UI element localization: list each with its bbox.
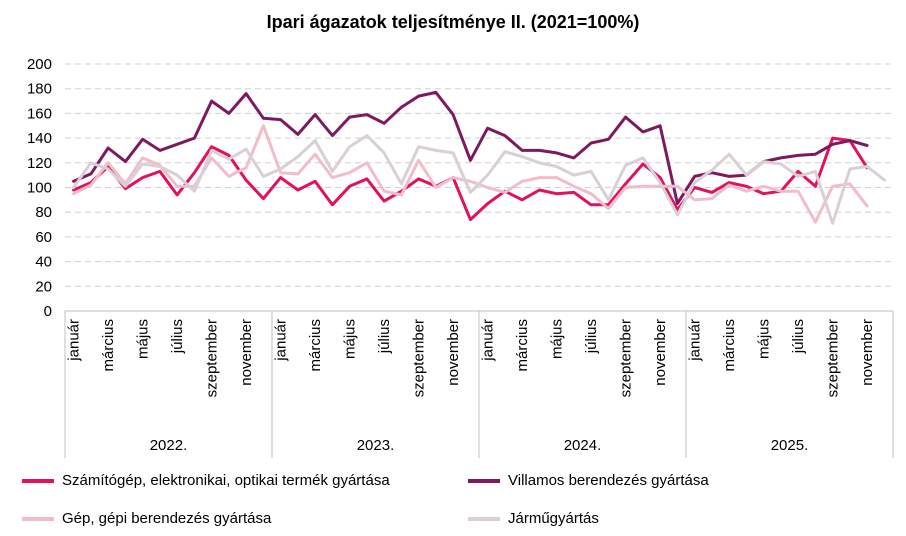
- series-line-1: [72, 90, 869, 206]
- y-tick-label: 160: [27, 105, 52, 122]
- x-tick-label: május: [549, 319, 566, 359]
- y-tick-label: 140: [27, 130, 52, 147]
- x-tick-label: január: [687, 319, 704, 362]
- x-tick-label: május: [135, 319, 152, 359]
- x-tick-label: szeptember: [825, 319, 842, 397]
- year-label: 2025.: [771, 437, 809, 454]
- legend-item-electronics: Számítógép, elektronikai, optikai termék…: [22, 472, 390, 489]
- legend-swatch-electrical: [468, 478, 500, 483]
- x-tick-label: március: [307, 319, 324, 372]
- chart-title: Ipari ágazatok teljesítménye II. (2021=1…: [266, 12, 640, 32]
- x-tick-label: szeptember: [411, 319, 428, 397]
- y-tick-label: 200: [27, 56, 52, 73]
- year-label: 2024.: [564, 437, 602, 454]
- x-tick-label: január: [480, 319, 497, 362]
- x-tick-label: július: [169, 319, 186, 354]
- legend-label-machinery: Gép, gépi berendezés gyártása: [62, 510, 272, 527]
- x-tick-label: március: [100, 319, 117, 372]
- x-tick-label: január: [66, 319, 83, 362]
- y-tick-label: 100: [27, 180, 52, 197]
- legend-swatch-machinery: [22, 516, 54, 521]
- legend-swatch-electronics: [22, 478, 54, 483]
- year-label: 2023.: [357, 437, 395, 454]
- y-tick-label: 120: [27, 155, 52, 172]
- x-tick-label: szeptember: [618, 319, 635, 397]
- x-tick-label: november: [859, 319, 876, 386]
- x-tick-label: január: [273, 319, 290, 362]
- x-tick-label: március: [514, 319, 531, 372]
- x-tick-label: szeptember: [204, 319, 221, 397]
- legend-item-vehicles: Járműgyártás: [468, 510, 599, 527]
- legend-label-electronics: Számítógép, elektronikai, optikai termék…: [62, 472, 390, 489]
- x-tick-label: július: [376, 319, 393, 354]
- legend-item-machinery: Gép, gépi berendezés gyártása: [22, 510, 271, 527]
- legend-label-vehicles: Járműgyártás: [508, 510, 599, 527]
- year-label: 2022.: [150, 437, 188, 454]
- legend-item-electrical: Villamos berendezés gyártása: [468, 472, 709, 489]
- x-tick-label: július: [790, 319, 807, 354]
- y-tick-label: 40: [35, 254, 52, 271]
- series-line-3: [72, 134, 886, 225]
- y-tick-label: 20: [35, 278, 52, 295]
- x-tick-label: július: [583, 319, 600, 354]
- x-tick-label: március: [721, 319, 738, 372]
- x-tick-label: november: [238, 319, 255, 386]
- series-line-0: [72, 136, 869, 222]
- x-tick-label: május: [342, 319, 359, 359]
- legend-label-electrical: Villamos berendezés gyártása: [508, 472, 709, 489]
- x-tick-label: május: [756, 319, 773, 359]
- y-tick-label: 60: [35, 229, 52, 246]
- x-tick-label: november: [652, 319, 669, 386]
- y-tick-label: 80: [35, 204, 52, 221]
- x-tick-label: november: [445, 319, 462, 386]
- y-tick-label: 0: [44, 303, 52, 320]
- y-tick-label: 180: [27, 81, 52, 98]
- legend-swatch-vehicles: [468, 516, 500, 521]
